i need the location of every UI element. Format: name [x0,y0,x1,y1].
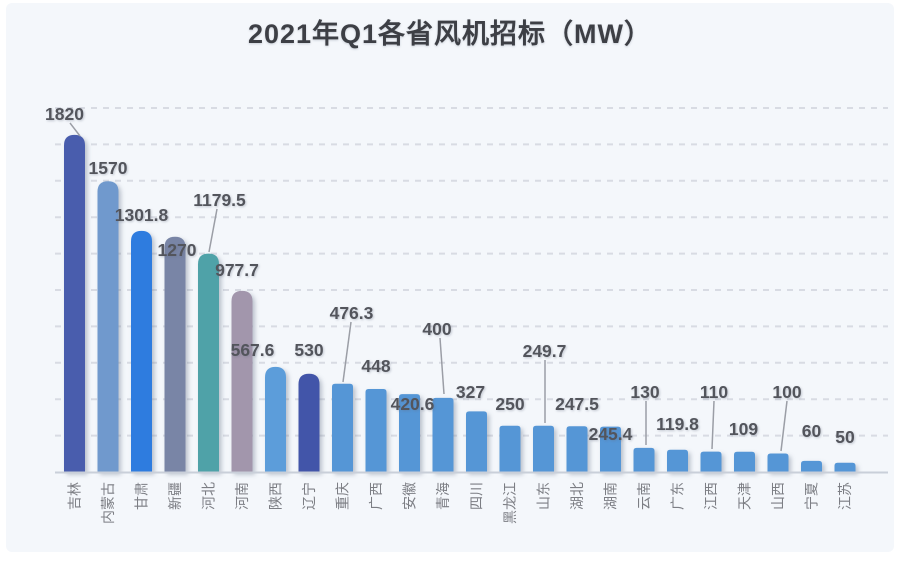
category-label-江西: 江西 [703,482,719,510]
value-label: 420.6 [391,394,435,414]
category-label-重庆: 重庆 [335,482,351,510]
bar-黑龙江 [499,425,521,472]
bar-山西 [767,453,789,472]
category-label-新疆: 新疆 [167,482,183,510]
bar-四川 [466,411,487,472]
category-label-广西: 广西 [368,482,384,510]
category-label-河南: 河南 [234,482,250,510]
category-label-四川: 四川 [469,482,485,510]
value-label: 1301.8 [115,205,169,225]
bar-湖南 [600,426,621,472]
label-leader-lines [69,122,788,452]
bar-青海 [432,397,454,472]
category-label-江苏: 江苏 [837,482,853,510]
value-label: 250 [495,394,524,414]
value-label: 327 [456,382,485,402]
bar-甘肃 [131,230,152,472]
category-label-宁夏: 宁夏 [804,482,820,510]
value-label: 100 [772,382,801,402]
value-labels: 1820 1570 1301.8 1270 1179.5 977.7 567.6 530 476… [45,104,855,447]
category-labels: 吉林 内蒙古 甘肃 新疆 河北 河南 陕西 辽宁 重庆 广西 安徽 青海 四川 黑龙江 山东 湖北 湖南 云南 广东… [67,482,854,524]
leader-line [780,400,788,452]
category-label-安徽: 安徽 [402,482,418,510]
value-label: 109 [729,419,758,439]
category-label-黑龙江: 黑龙江 [502,482,518,524]
bar-陕西 [265,366,286,472]
bar-江苏 [834,462,856,472]
value-label: 400 [422,319,451,339]
leader-line [439,337,445,395]
bars [64,134,856,472]
value-label: 1179.5 [193,190,246,210]
category-label-山东: 山东 [536,482,552,510]
bar-广西 [365,389,387,472]
bar-江西 [700,451,722,472]
category-label-河北: 河北 [201,482,217,510]
category-label-甘肃: 甘肃 [134,482,150,510]
bar-广东 [667,449,688,472]
value-label: 476.3 [330,303,374,323]
leader-line [711,400,715,450]
category-label-广东: 广东 [670,482,686,510]
category-label-湖北: 湖北 [569,482,585,510]
value-label: 247.5 [555,394,599,414]
leader-line [342,321,352,383]
bar-重庆 [332,383,353,472]
value-label: 130 [630,382,659,402]
bar-云南 [633,447,655,472]
category-label-云南: 云南 [636,482,652,510]
value-label: 567.6 [231,340,275,360]
value-label: 245.4 [589,424,633,444]
bar-山东 [533,425,554,472]
leader-line [208,208,218,253]
category-label-陕西: 陕西 [268,482,284,510]
category-label-吉林: 吉林 [67,482,83,510]
bar-新疆 [164,236,186,472]
bar-辽宁 [298,373,320,472]
value-label: 249.7 [523,341,567,361]
value-label: 530 [294,340,323,360]
value-label: 448 [361,356,390,376]
value-label: 977.7 [215,260,259,280]
bar-河南 [231,290,253,472]
category-label-湖南: 湖南 [603,482,619,510]
value-label: 60 [802,421,822,441]
bar-宁夏 [801,460,822,472]
value-label: 50 [835,427,855,447]
bar-湖北 [566,426,588,472]
bar-内蒙古 [97,181,119,472]
bar-安徽 [399,394,420,472]
chart-title: 2021年Q1各省风机招标（MW） [247,19,653,49]
category-label-辽宁: 辽宁 [301,482,317,510]
value-label: 1820 [45,104,84,124]
category-label-青海: 青海 [435,482,451,510]
bar-吉林 [64,134,85,472]
value-label: 119.8 [656,414,699,434]
category-label-天津: 天津 [737,482,753,510]
bar-河北 [198,253,219,472]
category-label-山西: 山西 [770,482,786,510]
category-label-内蒙古: 内蒙古 [100,482,116,524]
bar-天津 [734,451,755,472]
value-label: 1270 [158,240,197,260]
value-label: 1570 [89,158,128,178]
value-label: 110 [700,382,728,402]
leader-line [69,122,81,137]
